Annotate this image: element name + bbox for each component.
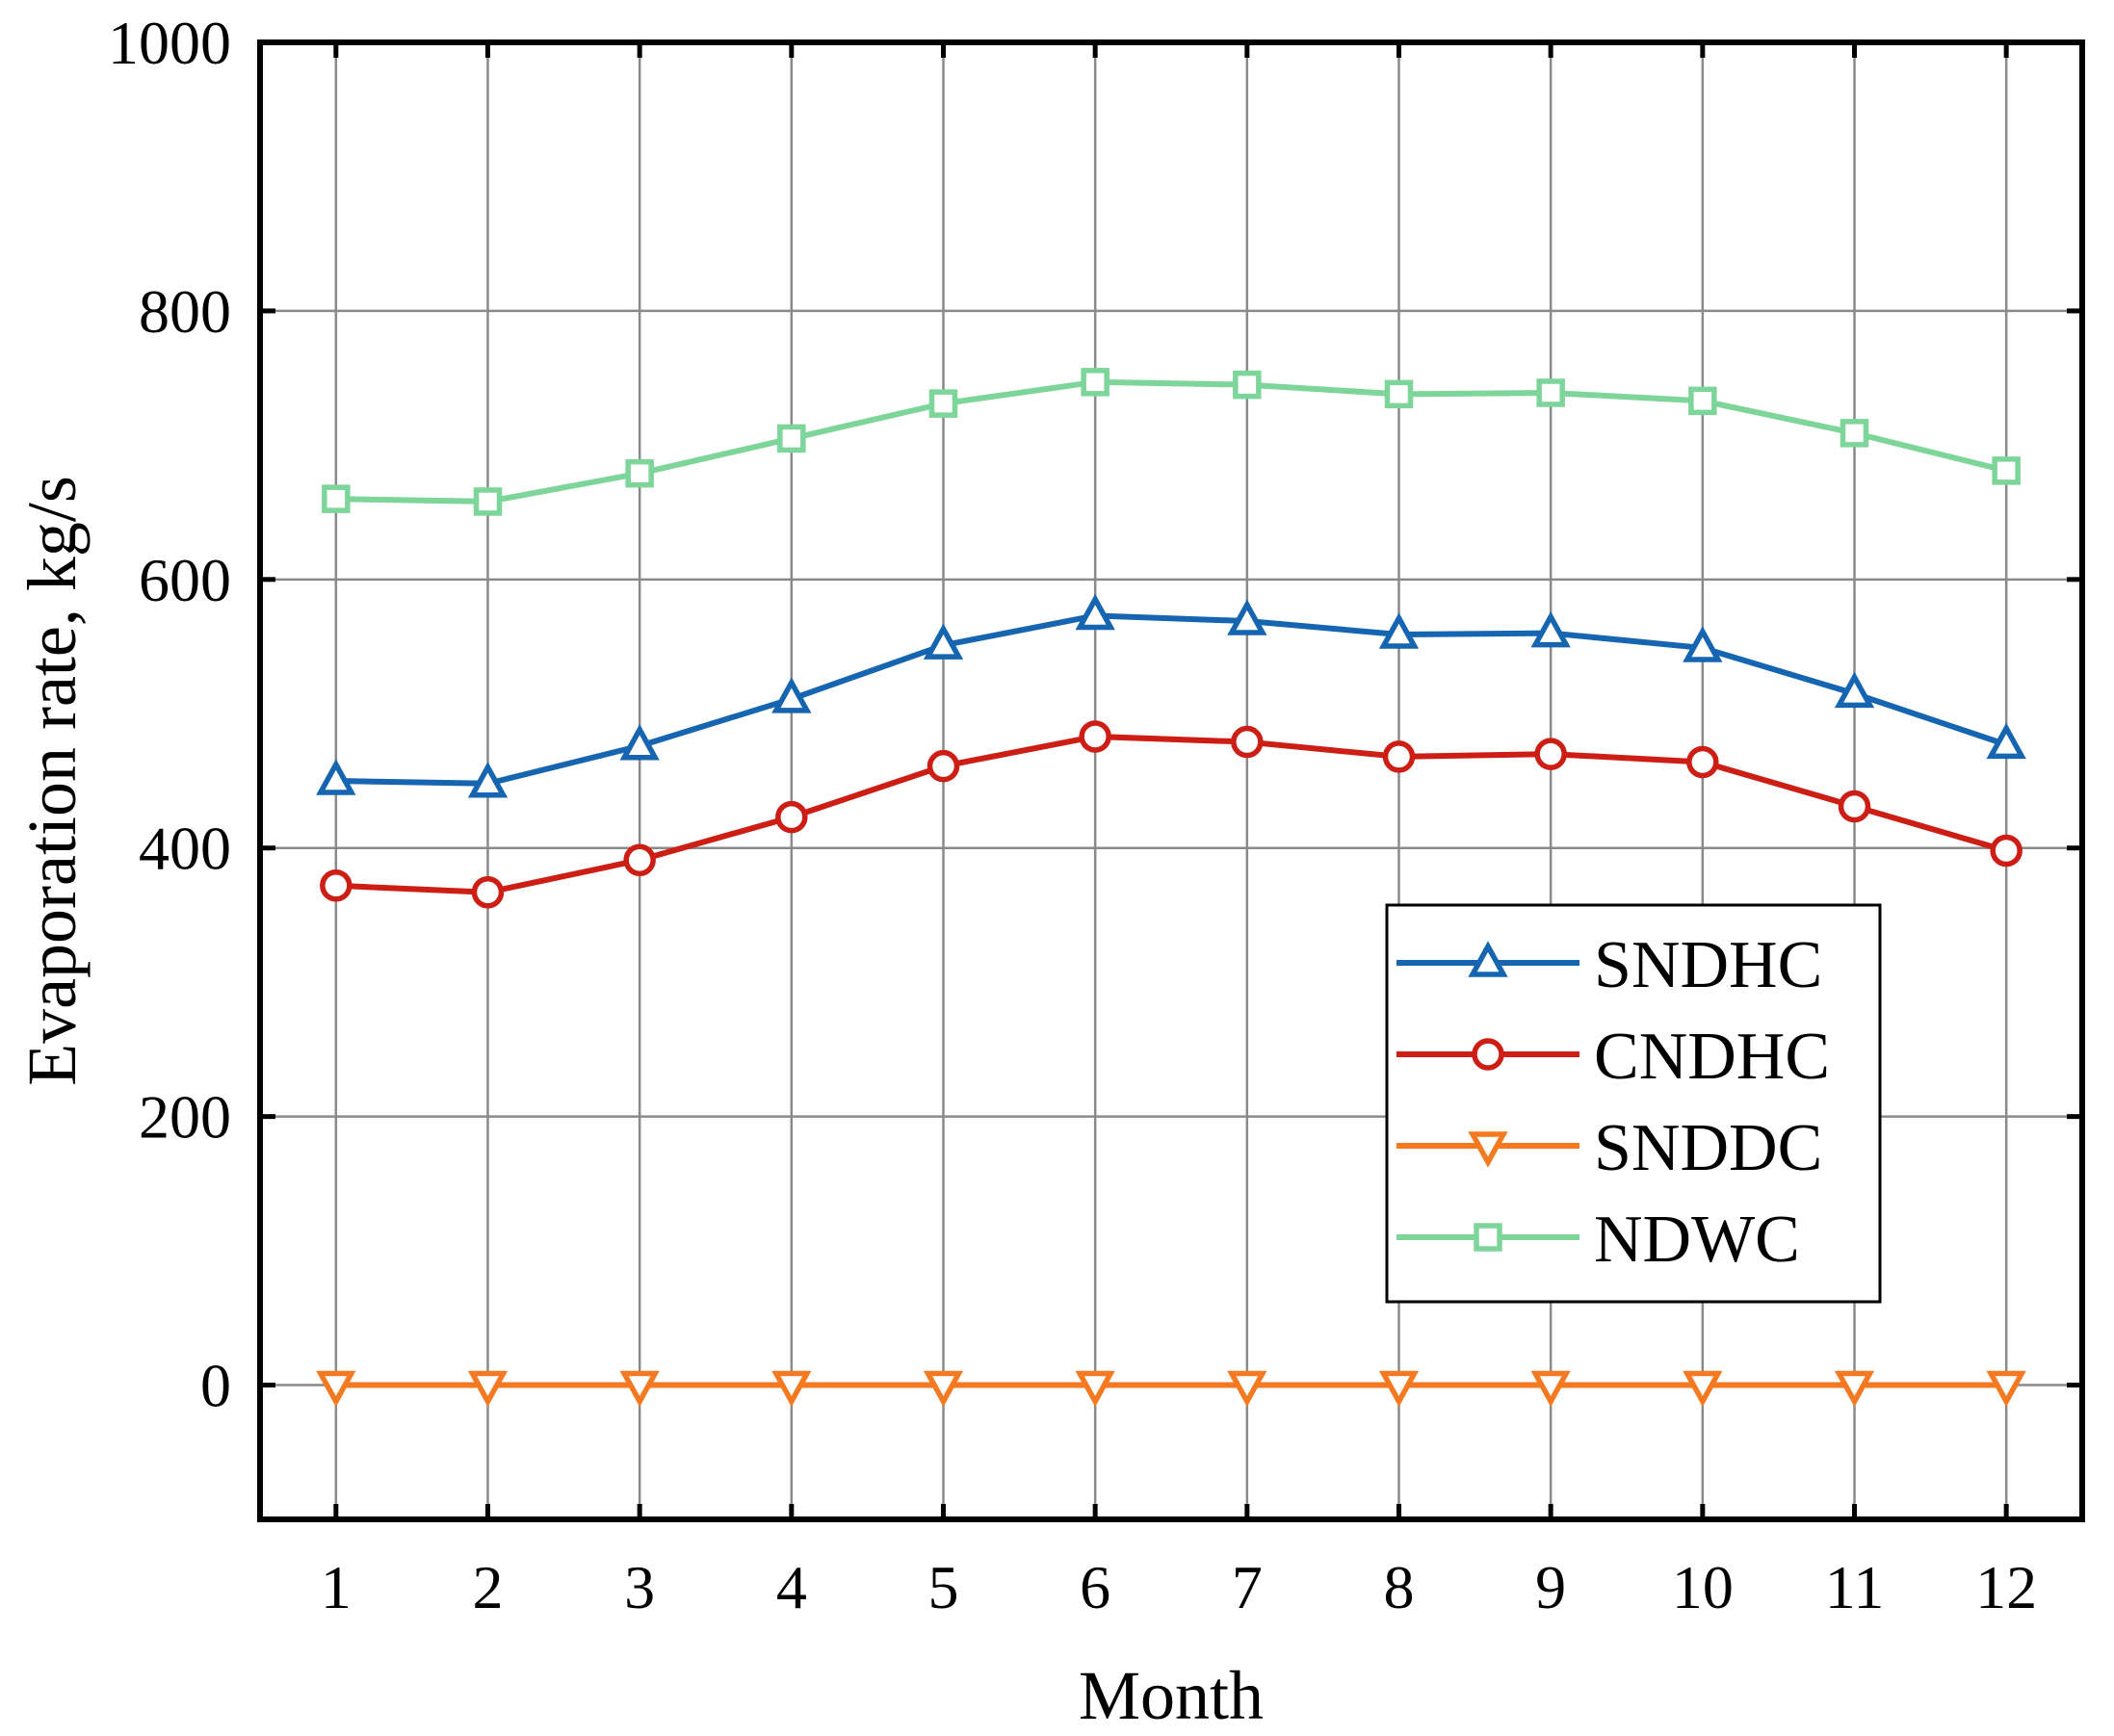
series-snddc	[316, 1370, 2026, 1408]
legend-item-snddc: SNDDC	[1396, 1111, 1822, 1185]
legend-item-cndhc: CNDHC	[1396, 1020, 1830, 1094]
data-point-cndhc-5	[927, 749, 960, 783]
series-cndhc	[320, 720, 2023, 909]
series-line-sndhc	[335, 612, 2008, 787]
legend-marker-snddc	[1468, 1131, 1508, 1168]
x-tick-label-2: 2	[473, 1553, 504, 1621]
legend-marker-sndhc	[1468, 941, 1508, 977]
data-point-ndwc-1	[322, 484, 351, 513]
data-point-ndwc-4	[777, 424, 806, 453]
data-point-snddc-2	[467, 1370, 509, 1408]
legend-marker-cndhc	[1472, 1038, 1504, 1071]
y-tick-label-200: 200	[139, 1083, 231, 1152]
data-point-sndhc-5	[923, 623, 964, 660]
data-point-sndhc-9	[1530, 610, 1571, 648]
data-point-sndhc-2	[467, 762, 509, 798]
data-point-sndhc-8	[1378, 612, 1420, 649]
data-point-cndhc-10	[1686, 745, 1719, 779]
data-point-snddc-7	[1227, 1370, 1267, 1408]
series-layer	[316, 368, 2026, 1408]
y-tick-label-800: 800	[139, 277, 231, 346]
data-point-ndwc-3	[625, 458, 654, 488]
data-point-sndhc-12	[1986, 722, 2026, 760]
data-point-snddc-3	[619, 1370, 660, 1408]
x-tick-label-1: 1	[321, 1553, 352, 1621]
y-axis-title: Evaporation rate, kg/s	[13, 476, 91, 1086]
legend: SNDHC CNDHC SNDDC NDWC	[1385, 903, 1882, 1304]
legend-label-sndhc: SNDHC	[1594, 928, 1822, 1002]
y-tick-label-600: 600	[139, 546, 231, 614]
data-point-sndhc-10	[1683, 626, 1723, 662]
data-point-ndwc-7	[1233, 370, 1262, 400]
data-point-cndhc-11	[1838, 790, 1871, 823]
data-point-sndhc-4	[771, 677, 812, 713]
legend-marker-shape-snddc	[1468, 1131, 1508, 1168]
data-point-snddc-4	[771, 1370, 812, 1408]
data-point-ndwc-12	[1992, 456, 2021, 485]
series-line-ndwc	[335, 378, 2007, 505]
legend-label-snddc: SNDDC	[1594, 1111, 1822, 1185]
legend-item-sndhc: SNDHC	[1396, 928, 1822, 1002]
x-axis-title: Month	[1079, 1657, 1264, 1734]
y-tick-label-1000: 1000	[108, 9, 231, 77]
data-point-snddc-8	[1378, 1370, 1420, 1408]
data-point-ndwc-5	[928, 389, 958, 418]
data-point-cndhc-1	[320, 869, 352, 902]
legend-marker-shape-ndwc	[1474, 1223, 1502, 1252]
data-point-snddc-1	[316, 1370, 356, 1408]
x-tick-label-5: 5	[928, 1553, 959, 1621]
data-point-ndwc-10	[1688, 386, 1717, 416]
x-tick-label-10: 10	[1672, 1553, 1734, 1621]
x-tick-label-7: 7	[1232, 1553, 1263, 1621]
data-point-snddc-6	[1075, 1370, 1115, 1408]
data-point-sndhc-1	[316, 759, 356, 795]
x-tick-label-4: 4	[776, 1553, 807, 1621]
data-point-ndwc-11	[1840, 419, 1869, 448]
data-point-sndhc-3	[619, 724, 660, 761]
data-point-cndhc-3	[623, 843, 656, 877]
data-point-cndhc-12	[1990, 834, 2023, 868]
plot-frame	[257, 39, 2085, 1522]
data-point-cndhc-9	[1534, 738, 1567, 770]
data-point-snddc-5	[923, 1370, 964, 1408]
data-point-ndwc-6	[1081, 368, 1109, 397]
data-point-cndhc-8	[1382, 740, 1416, 773]
x-tick-label-12: 12	[1975, 1553, 2037, 1621]
x-tick-label-8: 8	[1384, 1553, 1415, 1621]
data-point-sndhc-6	[1075, 593, 1115, 631]
data-point-cndhc-4	[775, 800, 808, 834]
y-tick-label-0: 0	[200, 1352, 231, 1420]
data-point-cndhc-6	[1079, 720, 1111, 753]
y-tick-label-400: 400	[139, 815, 231, 883]
data-point-ndwc-2	[473, 487, 503, 516]
data-point-ndwc-8	[1384, 379, 1414, 409]
data-point-sndhc-11	[1834, 671, 1875, 709]
x-tick-label-9: 9	[1535, 1553, 1566, 1621]
legend-item-ndwc: NDWC	[1396, 1203, 1800, 1277]
series-sndhc	[316, 593, 2026, 798]
legend-marker-shape-cndhc	[1472, 1038, 1504, 1071]
series-ndwc	[322, 368, 2021, 516]
x-tick-labels: 1 2 3 4 5 6 7 8 9 10 11 12	[321, 1553, 2037, 1621]
x-tick-label-6: 6	[1080, 1553, 1110, 1621]
axis-ticks	[260, 39, 2082, 1519]
legend-marker-shape-sndhc	[1468, 941, 1508, 977]
data-point-sndhc-7	[1227, 599, 1267, 635]
legend-marker-ndwc	[1474, 1223, 1502, 1252]
data-point-cndhc-2	[471, 875, 505, 909]
legend-label-cndhc: CNDHC	[1594, 1020, 1830, 1094]
data-point-snddc-12	[1986, 1370, 2026, 1408]
x-tick-label-11: 11	[1825, 1553, 1885, 1621]
x-tick-label-3: 3	[624, 1553, 655, 1621]
y-tick-labels: 0 200 400 600 800 1000	[108, 9, 231, 1420]
data-point-snddc-9	[1530, 1370, 1571, 1408]
data-point-cndhc-7	[1231, 725, 1264, 759]
data-point-snddc-11	[1834, 1370, 1875, 1408]
data-point-ndwc-9	[1536, 378, 1565, 407]
series-line-cndhc	[335, 733, 2008, 895]
data-point-snddc-10	[1683, 1370, 1723, 1408]
legend-label-ndwc: NDWC	[1594, 1203, 1800, 1277]
